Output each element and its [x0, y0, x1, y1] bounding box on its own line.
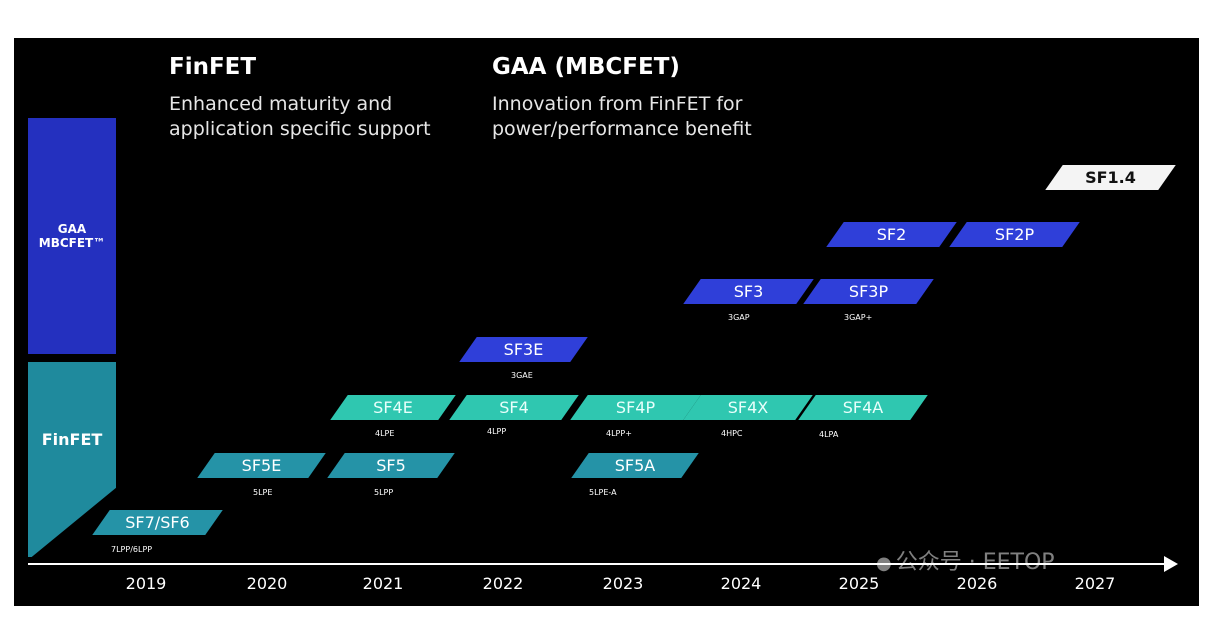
node-sf4a-label: SF4A — [842, 398, 884, 417]
node-sf7-sf6-label: SF7/SF6 — [125, 513, 190, 532]
year-label: 2021 — [362, 574, 404, 593]
node-sf4p-sub: 4LPP+ — [606, 429, 632, 438]
node-sf4: SF4 — [449, 395, 579, 420]
node-sf7-sf6: SF7/SF6 — [92, 510, 223, 535]
timeline-axis — [28, 563, 1168, 565]
finfet-bar-ramp — [28, 478, 128, 560]
node-sf2-label: SF2 — [876, 225, 907, 244]
node-sf2p: SF2P — [949, 222, 1080, 247]
node-sf4e-label: SF4E — [373, 398, 413, 417]
timeline-arrow-icon — [1164, 556, 1178, 572]
node-sf3e: SF3E — [459, 337, 588, 362]
node-sf3-label: SF3 — [733, 282, 764, 301]
node-sf3e-sub: 3GAE — [511, 371, 533, 380]
node-sf3p-sub: 3GAP+ — [844, 313, 873, 322]
node-sf4p: SF4P — [570, 395, 701, 420]
gaa-description-line-1: Innovation from FinFET for — [492, 93, 743, 115]
node-sf2: SF2 — [826, 222, 957, 247]
node-sf5a: SF5A — [571, 453, 699, 478]
year-label: 2022 — [482, 574, 524, 593]
gaa-description: Innovation from FinFET for power/perform… — [492, 92, 812, 142]
year-label: 2027 — [1074, 574, 1116, 593]
finfet-description-line-1: Enhanced maturity and — [169, 93, 393, 115]
node-sf3-sub: 3GAP — [728, 313, 750, 322]
node-sf4e: SF4E — [330, 395, 456, 420]
roadmap-slide: FinFET Enhanced maturity and application… — [14, 38, 1199, 606]
year-label: 2024 — [720, 574, 762, 593]
node-sf4-sub: 4LPP — [487, 427, 507, 436]
finfet-description: Enhanced maturity and application specif… — [169, 92, 489, 142]
node-sf5e: SF5E — [197, 453, 326, 478]
node-sf5a-label: SF5A — [614, 456, 656, 475]
node-sf4x-label: SF4X — [727, 398, 769, 417]
finfet-category-label: FinFET — [41, 430, 103, 449]
node-sf3: SF3 — [683, 279, 814, 304]
node-sf4p-label: SF4P — [615, 398, 656, 417]
node-sf4e-sub: 4LPE — [375, 429, 395, 438]
node-sf4x-sub: 4HPC — [721, 429, 743, 438]
node-sf7-sf6-sub: 7LPP/6LPP — [111, 545, 153, 554]
year-label: 2026 — [956, 574, 998, 593]
gaa-description-line-2: power/performance benefit — [492, 118, 752, 140]
finfet-description-line-2: application specific support — [169, 118, 431, 140]
node-sf3p: SF3P — [803, 279, 934, 304]
watermark-text: 公众号 · EETOP — [895, 550, 1055, 575]
node-sf5e-label: SF5E — [241, 456, 282, 475]
year-label: 2020 — [246, 574, 288, 593]
wechat-icon: ● — [876, 553, 892, 574]
watermark: ● 公众号 · EETOP — [876, 544, 1055, 576]
node-sf3e-label: SF3E — [503, 340, 544, 359]
gaa-category-bar: GAA MBCFET™ — [28, 118, 116, 354]
node-sf3p-label: SF3P — [848, 282, 889, 301]
year-label: 2025 — [838, 574, 880, 593]
year-label: 2019 — [125, 574, 167, 593]
node-sf5e-sub: 5LPE — [253, 488, 273, 497]
node-sf4-label: SF4 — [499, 398, 529, 417]
gaa-heading: GAA (MBCFET) — [492, 54, 680, 80]
node-sf5a-sub: 5LPE-A — [589, 488, 617, 497]
node-sf1-4: SF1.4 — [1045, 165, 1176, 190]
mbcfet-category-label: MBCFET™ — [38, 236, 106, 250]
node-sf4x: SF4X — [683, 395, 813, 420]
node-sf1-4-label: SF1.4 — [1085, 168, 1136, 187]
year-label: 2023 — [602, 574, 644, 593]
node-sf5-sub: 5LPP — [374, 488, 394, 497]
node-sf2p-label: SF2P — [994, 225, 1035, 244]
node-sf5: SF5 — [327, 453, 455, 478]
node-sf4a-sub: 4LPA — [819, 430, 839, 439]
node-sf5-label: SF5 — [376, 456, 406, 475]
node-sf4a: SF4A — [798, 395, 928, 420]
finfet-heading: FinFET — [169, 54, 257, 80]
gaa-category-label: GAA — [57, 222, 87, 236]
